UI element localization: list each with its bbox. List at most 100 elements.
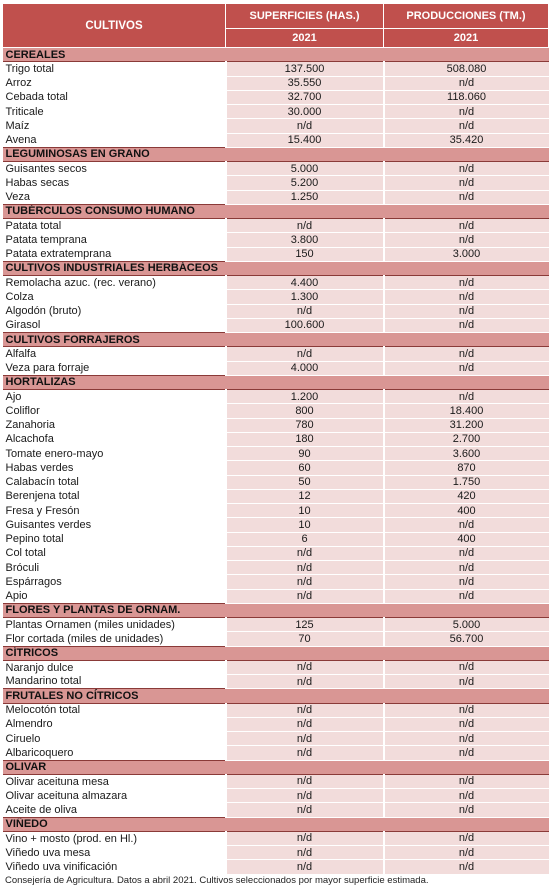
superficie-value: 100.600 bbox=[224, 318, 384, 334]
superficie-value: n/d bbox=[224, 346, 384, 362]
superficie-value: n/d bbox=[224, 802, 384, 818]
crop-name: Apio bbox=[2, 589, 226, 604]
crop-name: Maíz bbox=[2, 118, 226, 133]
table-row: Aceite de oliva n/d n/d bbox=[2, 802, 549, 818]
crop-name: Bróculi bbox=[2, 560, 226, 575]
table-row: Patata total n/d n/d bbox=[2, 218, 549, 234]
superficie-value: n/d bbox=[224, 218, 384, 234]
superficie-value: 5.000 bbox=[224, 161, 384, 177]
crop-name: Alcachofa bbox=[2, 432, 226, 447]
produccion-value: 35.420 bbox=[382, 133, 549, 148]
produccion-value: n/d bbox=[382, 717, 549, 733]
table-row: Patata temprana 3.800 n/d bbox=[2, 232, 549, 248]
crop-name: Melocotón total bbox=[2, 703, 226, 718]
table-row: Calabacín total 50 1.750 bbox=[2, 475, 549, 490]
table-row: Colza 1.300 n/d bbox=[2, 289, 549, 305]
crop-name: Pepino total bbox=[2, 532, 226, 547]
superficie-value: n/d bbox=[224, 574, 384, 590]
table-row: Tomate enero-mayo 90 3.600 bbox=[2, 446, 549, 462]
superficie-value: n/d bbox=[224, 745, 384, 761]
table-row: Remolacha azuc. (rec. verano) 4.400 n/d bbox=[2, 275, 549, 291]
produccion-value: n/d bbox=[382, 802, 549, 818]
produccion-value: n/d bbox=[382, 361, 549, 376]
table-row: Alfalfa n/d n/d bbox=[2, 346, 549, 362]
crop-name: Habas verdes bbox=[2, 460, 226, 475]
table-row: Trigo total 137.500 508.080 bbox=[2, 61, 549, 77]
crop-name: Patata total bbox=[2, 218, 226, 233]
category-row: VIÑEDO bbox=[2, 816, 549, 832]
superficie-value: 780 bbox=[224, 418, 384, 433]
produccion-value: n/d bbox=[382, 517, 549, 533]
produccion-value: 870 bbox=[382, 460, 549, 476]
superficie-value: n/d bbox=[224, 731, 384, 747]
produccion-value: n/d bbox=[382, 275, 549, 291]
crop-name: Algodón (bruto) bbox=[2, 304, 226, 319]
header-cultivos: CULTIVOS bbox=[2, 3, 226, 48]
produccion-value: n/d bbox=[382, 104, 549, 120]
crop-name: Alfalfa bbox=[2, 346, 226, 361]
category-title: FRUTALES NO CÍTRICOS bbox=[2, 688, 549, 704]
superficie-value: 15.400 bbox=[224, 133, 384, 148]
superficie-value: n/d bbox=[224, 845, 384, 861]
crop-name: Berenjena total bbox=[2, 489, 226, 504]
category-row: CULTIVOS INDUSTRIALES HERBÁCEOS bbox=[2, 260, 549, 277]
crop-name: Patata temprana bbox=[2, 232, 226, 247]
table-header: CULTIVOS SUPERFICIES (HAS.) PRODUCCIONES… bbox=[2, 3, 549, 48]
category-row: TUBÉRCULOS CONSUMO HUMANO bbox=[2, 203, 549, 220]
category-title: CÍTRICOS bbox=[2, 645, 549, 661]
table-row: Habas verdes 60 870 bbox=[2, 460, 549, 476]
superficie-value: 180 bbox=[224, 432, 384, 448]
produccion-value: n/d bbox=[382, 118, 549, 134]
table-row: Olivar aceituna mesa n/d n/d bbox=[2, 774, 549, 790]
produccion-value: n/d bbox=[382, 304, 549, 319]
superficie-value: n/d bbox=[224, 859, 384, 875]
category-row: HORTALIZAS bbox=[2, 374, 549, 391]
crop-name: Cebada total bbox=[2, 90, 226, 105]
crop-name: Flor cortada (miles de unidades) bbox=[2, 631, 226, 646]
crop-name: Aceite de oliva bbox=[2, 802, 226, 817]
crop-name: Veza para forraje bbox=[2, 361, 226, 376]
crop-name: Girasol bbox=[2, 318, 226, 333]
crop-name: Albaricoquero bbox=[2, 745, 226, 760]
table-row: Espárragos n/d n/d bbox=[2, 574, 549, 590]
superficie-value: n/d bbox=[224, 660, 384, 676]
category-title: CEREALES bbox=[2, 46, 549, 63]
superficie-value: 5.200 bbox=[224, 175, 384, 191]
superficie-value: n/d bbox=[224, 674, 384, 690]
table-row: Berenjena total 12 420 bbox=[2, 489, 549, 505]
produccion-value: n/d bbox=[382, 660, 549, 676]
superficie-value: 10 bbox=[224, 503, 384, 519]
crop-name: Guisantes secos bbox=[2, 161, 226, 176]
superficie-value: 1.250 bbox=[224, 190, 384, 205]
table-body: CEREALES Trigo total 137.500 508.080 Arroz 35… bbox=[2, 46, 549, 875]
produccion-value: n/d bbox=[382, 232, 549, 248]
table-row: Col total n/d n/d bbox=[2, 546, 549, 562]
produccion-value: n/d bbox=[382, 346, 549, 362]
produccion-value: n/d bbox=[382, 745, 549, 761]
crop-name: Viñedo uva vinificación bbox=[2, 859, 226, 874]
produccion-value: 400 bbox=[382, 503, 549, 519]
crop-name: Olivar aceituna mesa bbox=[2, 774, 226, 789]
produccion-value: 1.750 bbox=[382, 475, 549, 490]
table-row: Guisantes verdes 10 n/d bbox=[2, 517, 549, 533]
superficie-value: n/d bbox=[224, 831, 384, 847]
crop-name: Fresa y Fresón bbox=[2, 503, 226, 518]
crop-name: Triticale bbox=[2, 104, 226, 119]
superficie-value: n/d bbox=[224, 788, 384, 804]
table-row: Avena 15.400 35.420 bbox=[2, 133, 549, 148]
produccion-value: 508.080 bbox=[382, 61, 549, 77]
header-year-superficies: 2021 bbox=[225, 28, 384, 48]
category-row: FRUTALES NO CÍTRICOS bbox=[2, 688, 549, 704]
crop-name: Espárragos bbox=[2, 574, 226, 589]
produccion-value: 3.600 bbox=[382, 446, 549, 462]
superficie-value: 4.400 bbox=[224, 275, 384, 291]
table-row: Algodón (bruto) n/d n/d bbox=[2, 304, 549, 319]
crop-name: Calabacín total bbox=[2, 475, 226, 490]
header-year-producciones: 2021 bbox=[383, 28, 549, 48]
produccion-value: n/d bbox=[382, 389, 549, 405]
crop-name: Tomate enero-mayo bbox=[2, 446, 226, 461]
superficie-value: n/d bbox=[224, 304, 384, 319]
produccion-value: n/d bbox=[382, 731, 549, 747]
produccion-value: 2.700 bbox=[382, 432, 549, 448]
table-row: Viñedo uva mesa n/d n/d bbox=[2, 845, 549, 861]
